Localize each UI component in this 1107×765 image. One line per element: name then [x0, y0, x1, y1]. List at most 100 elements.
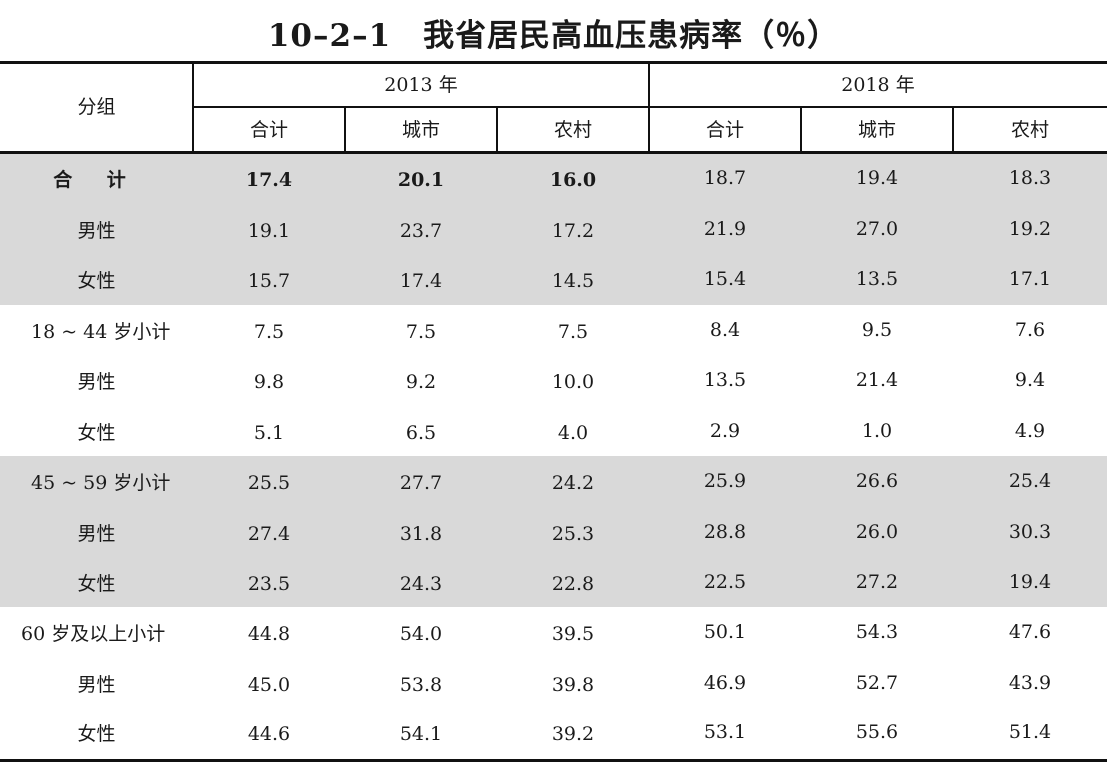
row-label: 男性: [77, 371, 116, 393]
cell: 26.0: [855, 520, 899, 543]
cell: 27.2: [855, 571, 899, 593]
col-header-2013-rural: 农村: [553, 119, 592, 141]
col-header-2013-total: 合计: [249, 119, 288, 141]
year-rule: [193, 106, 1107, 108]
cell: 17.4: [399, 270, 443, 292]
cell: 46.9: [703, 671, 747, 694]
table-row: 男性 19.1 23.7 17.2 21.9 27.0 19.2: [0, 206, 1107, 257]
row-label: 女性: [77, 421, 116, 444]
table-row: 男性 9.8 9.2 10.0 13.5 21.4 9.4: [0, 357, 1107, 408]
row-label: 合 计: [53, 169, 140, 191]
cell: 25.9: [703, 470, 747, 492]
cell: 9.8: [253, 371, 285, 393]
cell: 17.4: [245, 169, 293, 191]
cell: 19.4: [1008, 571, 1052, 593]
cell: 50.1: [703, 621, 747, 643]
cell: 52.7: [855, 671, 899, 694]
cell: 24.2: [551, 472, 595, 494]
cell: 53.8: [399, 673, 443, 696]
cell: 25.5: [247, 472, 291, 494]
cell: 19.2: [1008, 217, 1052, 240]
cell: 27.7: [399, 472, 443, 494]
cell: 47.6: [1008, 621, 1052, 643]
cell: 39.2: [551, 723, 595, 745]
cell: 1.0: [861, 419, 893, 442]
cell: 15.4: [703, 268, 747, 290]
cell: 17.1: [1008, 268, 1052, 290]
cell: 45.0: [247, 673, 291, 696]
cell: 26.6: [855, 470, 899, 492]
cell: 4.0: [557, 421, 589, 444]
cell: 22.8: [551, 573, 595, 595]
table-row: 女性 44.6 54.1 39.2 53.1 55.6 51.4: [0, 709, 1107, 760]
table-row: 女性 23.5 24.3 22.8 22.5 27.2 19.4: [0, 559, 1107, 610]
row-label: 女性: [77, 270, 116, 292]
cell: 15.7: [247, 270, 291, 292]
cell: 55.6: [855, 721, 899, 743]
header-divider-col2: [344, 107, 346, 151]
cell: 2.9: [709, 419, 741, 442]
table-row-subtotal: 45 ~ 59 岁小计 25.5 27.7 24.2 25.9 26.6 25.…: [0, 458, 1107, 509]
cell: 39.5: [551, 623, 595, 645]
cell: 19.1: [247, 219, 291, 242]
cell: 20.1: [397, 169, 445, 191]
cell: 44.8: [247, 623, 291, 645]
cell: 10.0: [551, 371, 595, 393]
cell: 30.3: [1008, 520, 1052, 543]
row-label: 男性: [77, 219, 116, 242]
cell: 22.5: [703, 571, 747, 593]
cell: 6.5: [405, 421, 437, 444]
cell: 39.8: [551, 673, 595, 696]
row-label: 男性: [77, 522, 116, 545]
page-title: 10–2–1 我省居民高血压患病率（％）: [267, 18, 840, 54]
cell: 7.5: [405, 320, 437, 343]
cell: 23.7: [399, 219, 443, 242]
shaded-band-45-59: [0, 456, 1107, 607]
col-header-2018-total: 合计: [705, 119, 744, 141]
cell: 9.5: [861, 318, 893, 341]
cell: 8.4: [709, 318, 741, 341]
row-label: 60 岁及以上小计: [21, 623, 166, 645]
table-row: 男性 27.4 31.8 25.3 28.8 26.0 30.3: [0, 509, 1107, 560]
cell: 31.8: [399, 522, 443, 545]
table-row: 男性 45.0 53.8 39.8 46.9 52.7 43.9: [0, 660, 1107, 711]
bottom-rule: [0, 759, 1107, 762]
cell: 25.3: [551, 522, 595, 545]
cell: 16.0: [549, 169, 597, 191]
cell: 13.5: [855, 268, 899, 290]
table-row-subtotal: 18 ~ 44 岁小计 7.5 7.5 7.5 8.4 9.5 7.6: [0, 307, 1107, 358]
row-label: 18 ~ 44 岁小计: [31, 320, 171, 343]
col-header-2018-urban: 城市: [857, 119, 896, 141]
header-divider-col3: [496, 107, 498, 151]
cell: 44.6: [247, 723, 291, 745]
header-divider-group: [192, 64, 194, 151]
table-row-total: 合 计 17.4 20.1 16.0 18.7 19.4 18.3: [0, 155, 1107, 206]
cell: 23.5: [247, 573, 291, 595]
cell: 4.9: [1014, 419, 1046, 442]
cell: 7.5: [253, 320, 285, 343]
table-row: 女性 15.7 17.4 14.5 15.4 13.5 17.1: [0, 256, 1107, 307]
header-bottom-rule: [0, 151, 1107, 154]
cell: 5.1: [253, 421, 285, 444]
cell: 43.9: [1008, 671, 1052, 694]
cell: 17.2: [551, 219, 595, 242]
table-row-subtotal: 60 岁及以上小计 44.8 54.0 39.5 50.1 54.3 47.6: [0, 609, 1107, 660]
row-label: 45 ~ 59 岁小计: [31, 472, 171, 494]
year-header-2013: 2013 年: [384, 74, 458, 96]
cell: 53.1: [703, 721, 747, 743]
row-label: 女性: [77, 723, 116, 745]
header-divider-year: [648, 64, 650, 151]
cell: 7.6: [1014, 318, 1046, 341]
cell: 19.4: [855, 167, 899, 189]
table-row: 女性 5.1 6.5 4.0 2.9 1.0 4.9: [0, 408, 1107, 459]
cell: 9.2: [405, 371, 437, 393]
cell: 18.7: [703, 167, 747, 189]
shaded-band-total: [0, 153, 1107, 305]
col-header-2013-urban: 城市: [401, 119, 440, 141]
cell: 14.5: [551, 270, 595, 292]
cell: 54.0: [399, 623, 443, 645]
cell: 27.4: [247, 522, 291, 545]
row-label: 男性: [77, 673, 116, 696]
cell: 28.8: [703, 520, 747, 543]
col-header-2018-rural: 农村: [1010, 119, 1049, 141]
